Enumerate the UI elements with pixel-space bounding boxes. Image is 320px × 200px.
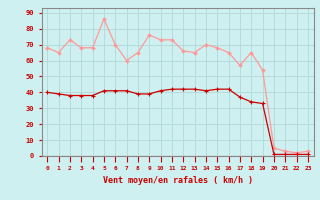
X-axis label: Vent moyen/en rafales ( km/h ): Vent moyen/en rafales ( km/h ) (103, 176, 252, 185)
